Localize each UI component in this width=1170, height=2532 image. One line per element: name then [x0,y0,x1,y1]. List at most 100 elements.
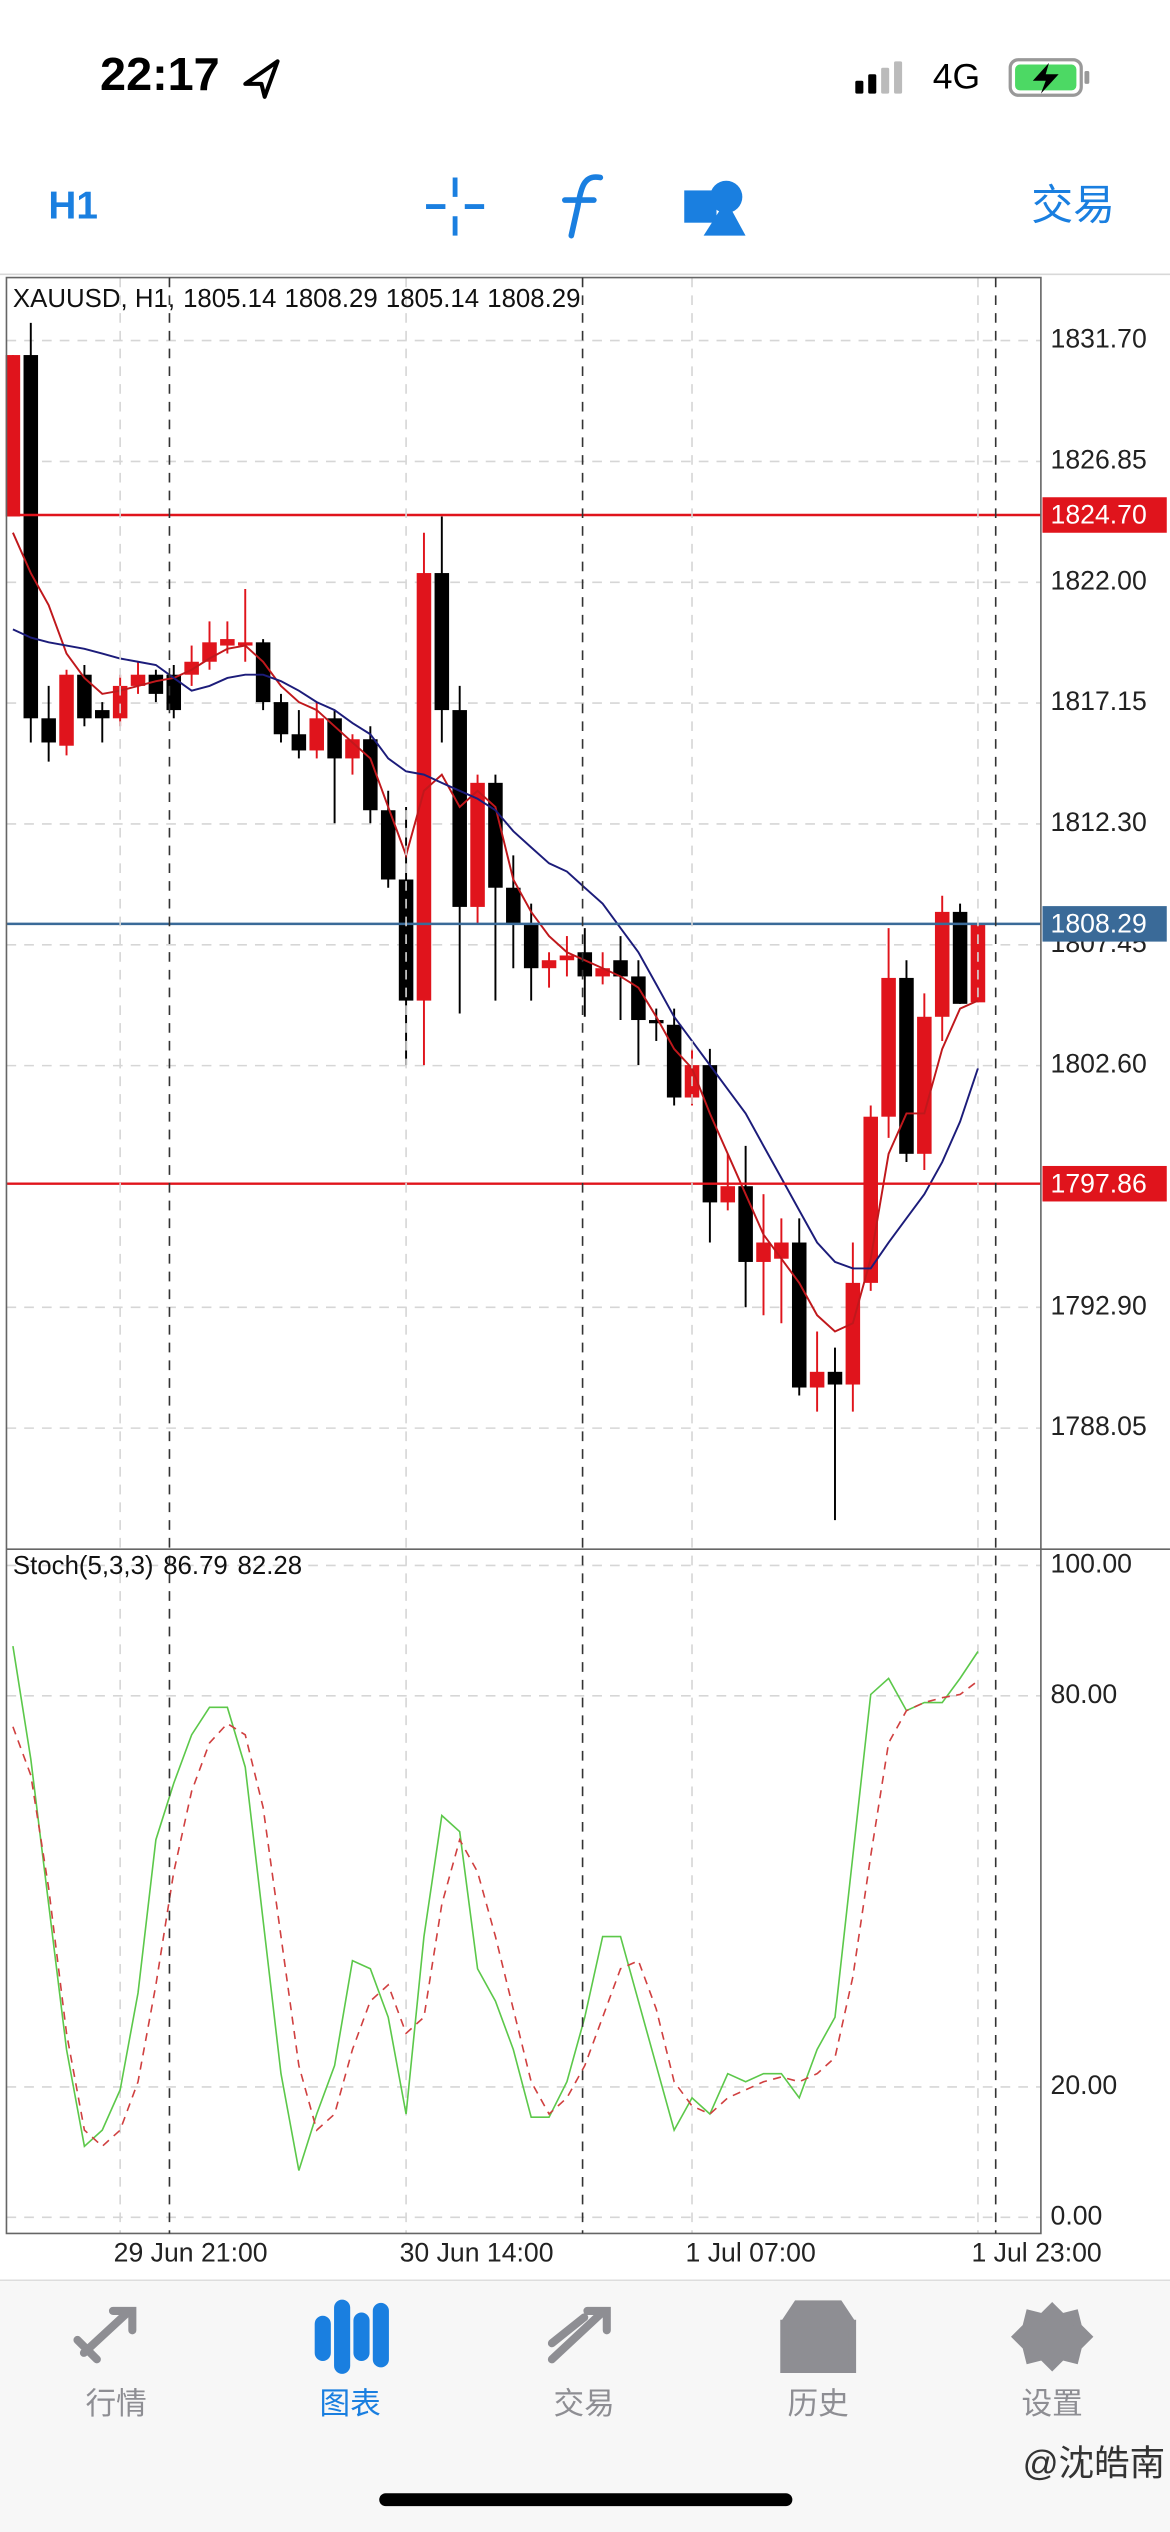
tab-label: 历史 [788,2387,849,2421]
y-tick-label: 1788.05 [1051,1411,1147,1441]
tab-bar [0,2280,1170,2532]
tab[interactable]: 行情 [73,2306,147,2421]
period-separators [168,277,997,2234]
stoch-k-value: 86.79 [163,1552,228,1580]
timeframe-button[interactable]: H1 [48,184,98,227]
candle-body [577,952,593,977]
candle-body [77,674,92,719]
location-icon [243,59,280,99]
tab-icon [1010,2301,1094,2372]
chart-frame [5,276,1042,2235]
tab[interactable]: 历史 [780,2300,857,2421]
price-label: 1824.70 [1051,500,1147,530]
tab-label: 图表 [320,2387,381,2421]
candle-body [255,642,271,703]
candle-body [666,1024,682,1098]
tab-icon [314,2299,389,2374]
symbol: XAUUSD, H1, [13,285,175,313]
chart-area: 1831.701826.851822.001817.151812.301807.… [5,277,1167,2273]
candle-body [327,718,342,759]
candle-body [23,355,39,719]
candle-body [970,923,986,1003]
tab-icon [73,2306,137,2364]
candle-body [809,1371,825,1388]
x-tick-label: 29 Jun 21:00 [114,2237,268,2267]
signal-icon [855,61,903,94]
candle-body [434,573,450,711]
candle-body [720,1186,736,1203]
candle-body [488,782,503,888]
candle-body [95,710,110,719]
price-label-bg [1042,1165,1167,1202]
y-tick-label: 1831.70 [1051,324,1147,354]
y-tick-label: 1812.30 [1051,807,1147,837]
candle-body [756,1242,771,1262]
tab-icon [780,2300,857,2374]
watermark: @沈皓南 [1023,2443,1166,2483]
candle-body [952,911,968,1004]
y-tick-label: 1826.85 [1051,444,1147,474]
moving-average [12,628,979,1270]
y-tick-label: 1822.00 [1051,565,1147,595]
candle-body [291,734,307,751]
tab[interactable]: 图表 [314,2299,389,2422]
y-tick-label: 80.00 [1051,1679,1118,1709]
x-label-bg [682,2236,857,2273]
objects-button[interactable] [684,180,746,236]
candle-body [5,355,21,517]
stoch-line [12,1645,979,2171]
candle-body [523,923,539,969]
tab-label: 设置 [1022,2387,1083,2421]
close-value: 1808.29 [487,285,580,313]
y-tick-label: 0.00 [1051,2200,1103,2230]
candle-body [416,573,432,1001]
tab-icon [547,2306,611,2364]
home-indicator [379,2493,793,2507]
candle-body [613,960,628,977]
candle-body [130,674,146,686]
price-label: 1797.86 [1051,1168,1147,1198]
candle-body [738,1186,753,1262]
x-label-bg [396,2236,571,2273]
candle-body [148,674,164,694]
candle-body [881,977,896,1117]
candle-body [649,1020,664,1024]
tab[interactable]: 交易 [547,2306,615,2421]
crosshair-button[interactable] [426,177,485,236]
price-label-bg [1042,906,1167,942]
candle-body [166,674,182,711]
trade-button[interactable]: 交易 [1031,181,1115,228]
x-label-bg [110,2236,285,2273]
candle-body [559,955,575,961]
candle-body [541,960,557,969]
candle-body [845,1282,861,1385]
y-tick-label: 20.00 [1051,2070,1118,2100]
tabs: 行情 图表 交易 历史 设置 [73,2299,1094,2422]
price-label-bg [1042,497,1167,533]
y-tick-label: 1792.90 [1051,1290,1147,1320]
candle-body [702,1065,718,1203]
candle-body [452,710,467,907]
x-label-bg [968,2236,1143,2273]
candle-body [345,739,360,759]
clock: 22:17 [100,48,220,100]
low-value: 1805.14 [386,285,479,313]
candle-body [380,810,396,880]
indicator-button[interactable] [562,174,604,239]
x-tick-label: 30 Jun 14:00 [400,2237,554,2267]
stoch-d-value: 82.28 [238,1552,303,1580]
stoch-line [12,1680,979,2148]
candle-body [59,674,74,746]
candle-body [363,739,378,811]
tab[interactable]: 设置 [1010,2301,1094,2422]
tab-label: 交易 [554,2387,615,2421]
y-tick-label: 1817.15 [1051,686,1147,716]
stoch-info: Stoch(5,3,3) 86.79 82.28 [13,1552,302,1580]
symbol-info: XAUUSD, H1, 1805.14 1808.29 1805.14 1808.29 [13,285,581,313]
candle-body [631,976,646,1021]
tab-label: 行情 [86,2387,147,2421]
candle-body [237,642,253,646]
candle-body [934,911,950,1017]
